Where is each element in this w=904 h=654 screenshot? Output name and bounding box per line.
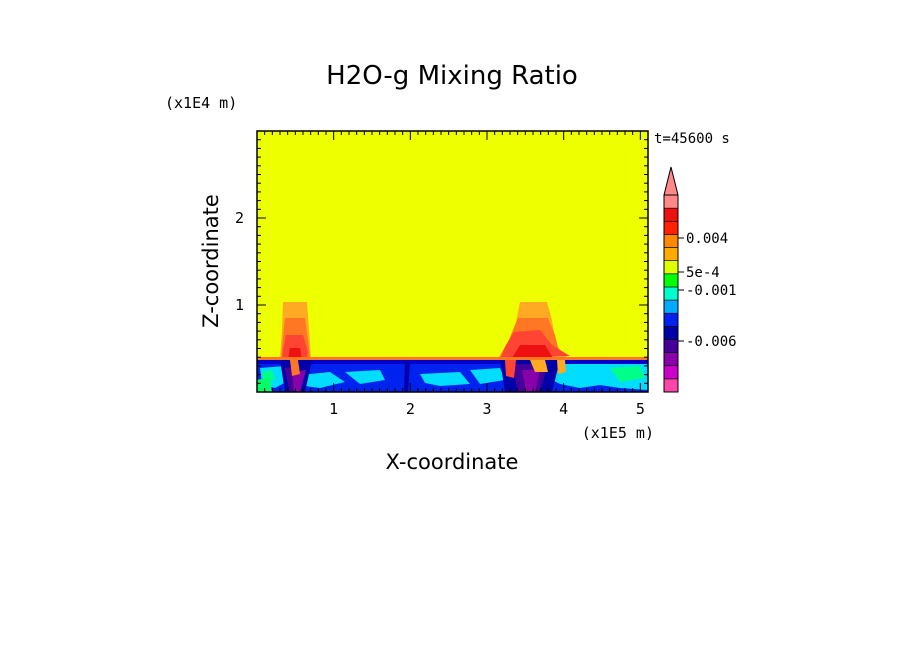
x-tick-label: 4 <box>559 400 568 418</box>
colorbar-swatch <box>663 194 679 209</box>
colorbar-labels: 0.004 5e-4 -0.001 -0.006 <box>678 231 737 350</box>
x-tick-label: 1 <box>329 400 338 418</box>
y-scale-label: (x1E4 m) <box>165 94 237 112</box>
y-axis-label: Z-coordinate <box>199 194 223 328</box>
colorbar-label: 0.004 <box>686 231 728 247</box>
colorbar-swatch <box>663 273 679 288</box>
colorbar-swatch <box>663 312 679 327</box>
colorbar-swatch <box>663 326 679 340</box>
colorbar-arrow <box>663 166 679 196</box>
colorbar-swatch <box>663 234 679 248</box>
y-tick-labels: 12 <box>235 209 244 314</box>
colorbar-swatch <box>663 220 679 235</box>
y-tick-label: 2 <box>235 209 244 227</box>
left-plume <box>280 302 311 360</box>
colorbar-label: -0.006 <box>686 334 737 350</box>
colorbar-swatch <box>663 339 679 353</box>
minor-ticks <box>257 131 648 392</box>
colorbar-swatch <box>663 286 679 301</box>
x-axis-label: X-coordinate <box>386 450 519 474</box>
contour-field <box>257 131 648 392</box>
colorbar-swatch <box>663 299 679 314</box>
plot-background <box>257 131 648 392</box>
colorbar-swatch <box>663 207 679 222</box>
x-tick-label: 5 <box>636 400 645 418</box>
colorbar-swatch <box>663 378 679 393</box>
time-label: t=45600 s <box>654 131 730 147</box>
colorbar-label: -0.001 <box>686 283 737 299</box>
colorbar-swatch <box>663 247 679 261</box>
x-tick-label: 2 <box>406 400 415 418</box>
colorbar-swatches <box>663 194 679 393</box>
y-tick-label: 1 <box>235 296 244 314</box>
boundary-layer <box>257 357 648 392</box>
colorbar-label: 5e-4 <box>686 265 720 281</box>
colorbar-swatch <box>663 260 679 275</box>
right-plume <box>498 302 570 358</box>
x-tick-labels: 1 2 3 4 5 <box>329 400 645 418</box>
colorbar-swatch <box>663 352 679 367</box>
colorbar-swatch <box>663 365 679 380</box>
x-scale-label: (x1E5 m) <box>582 424 654 442</box>
chart-title: H2O-g Mixing Ratio <box>326 61 578 91</box>
colorbar: 0.004 5e-4 -0.001 -0.006 <box>663 166 737 393</box>
x-tick-label: 3 <box>482 400 491 418</box>
